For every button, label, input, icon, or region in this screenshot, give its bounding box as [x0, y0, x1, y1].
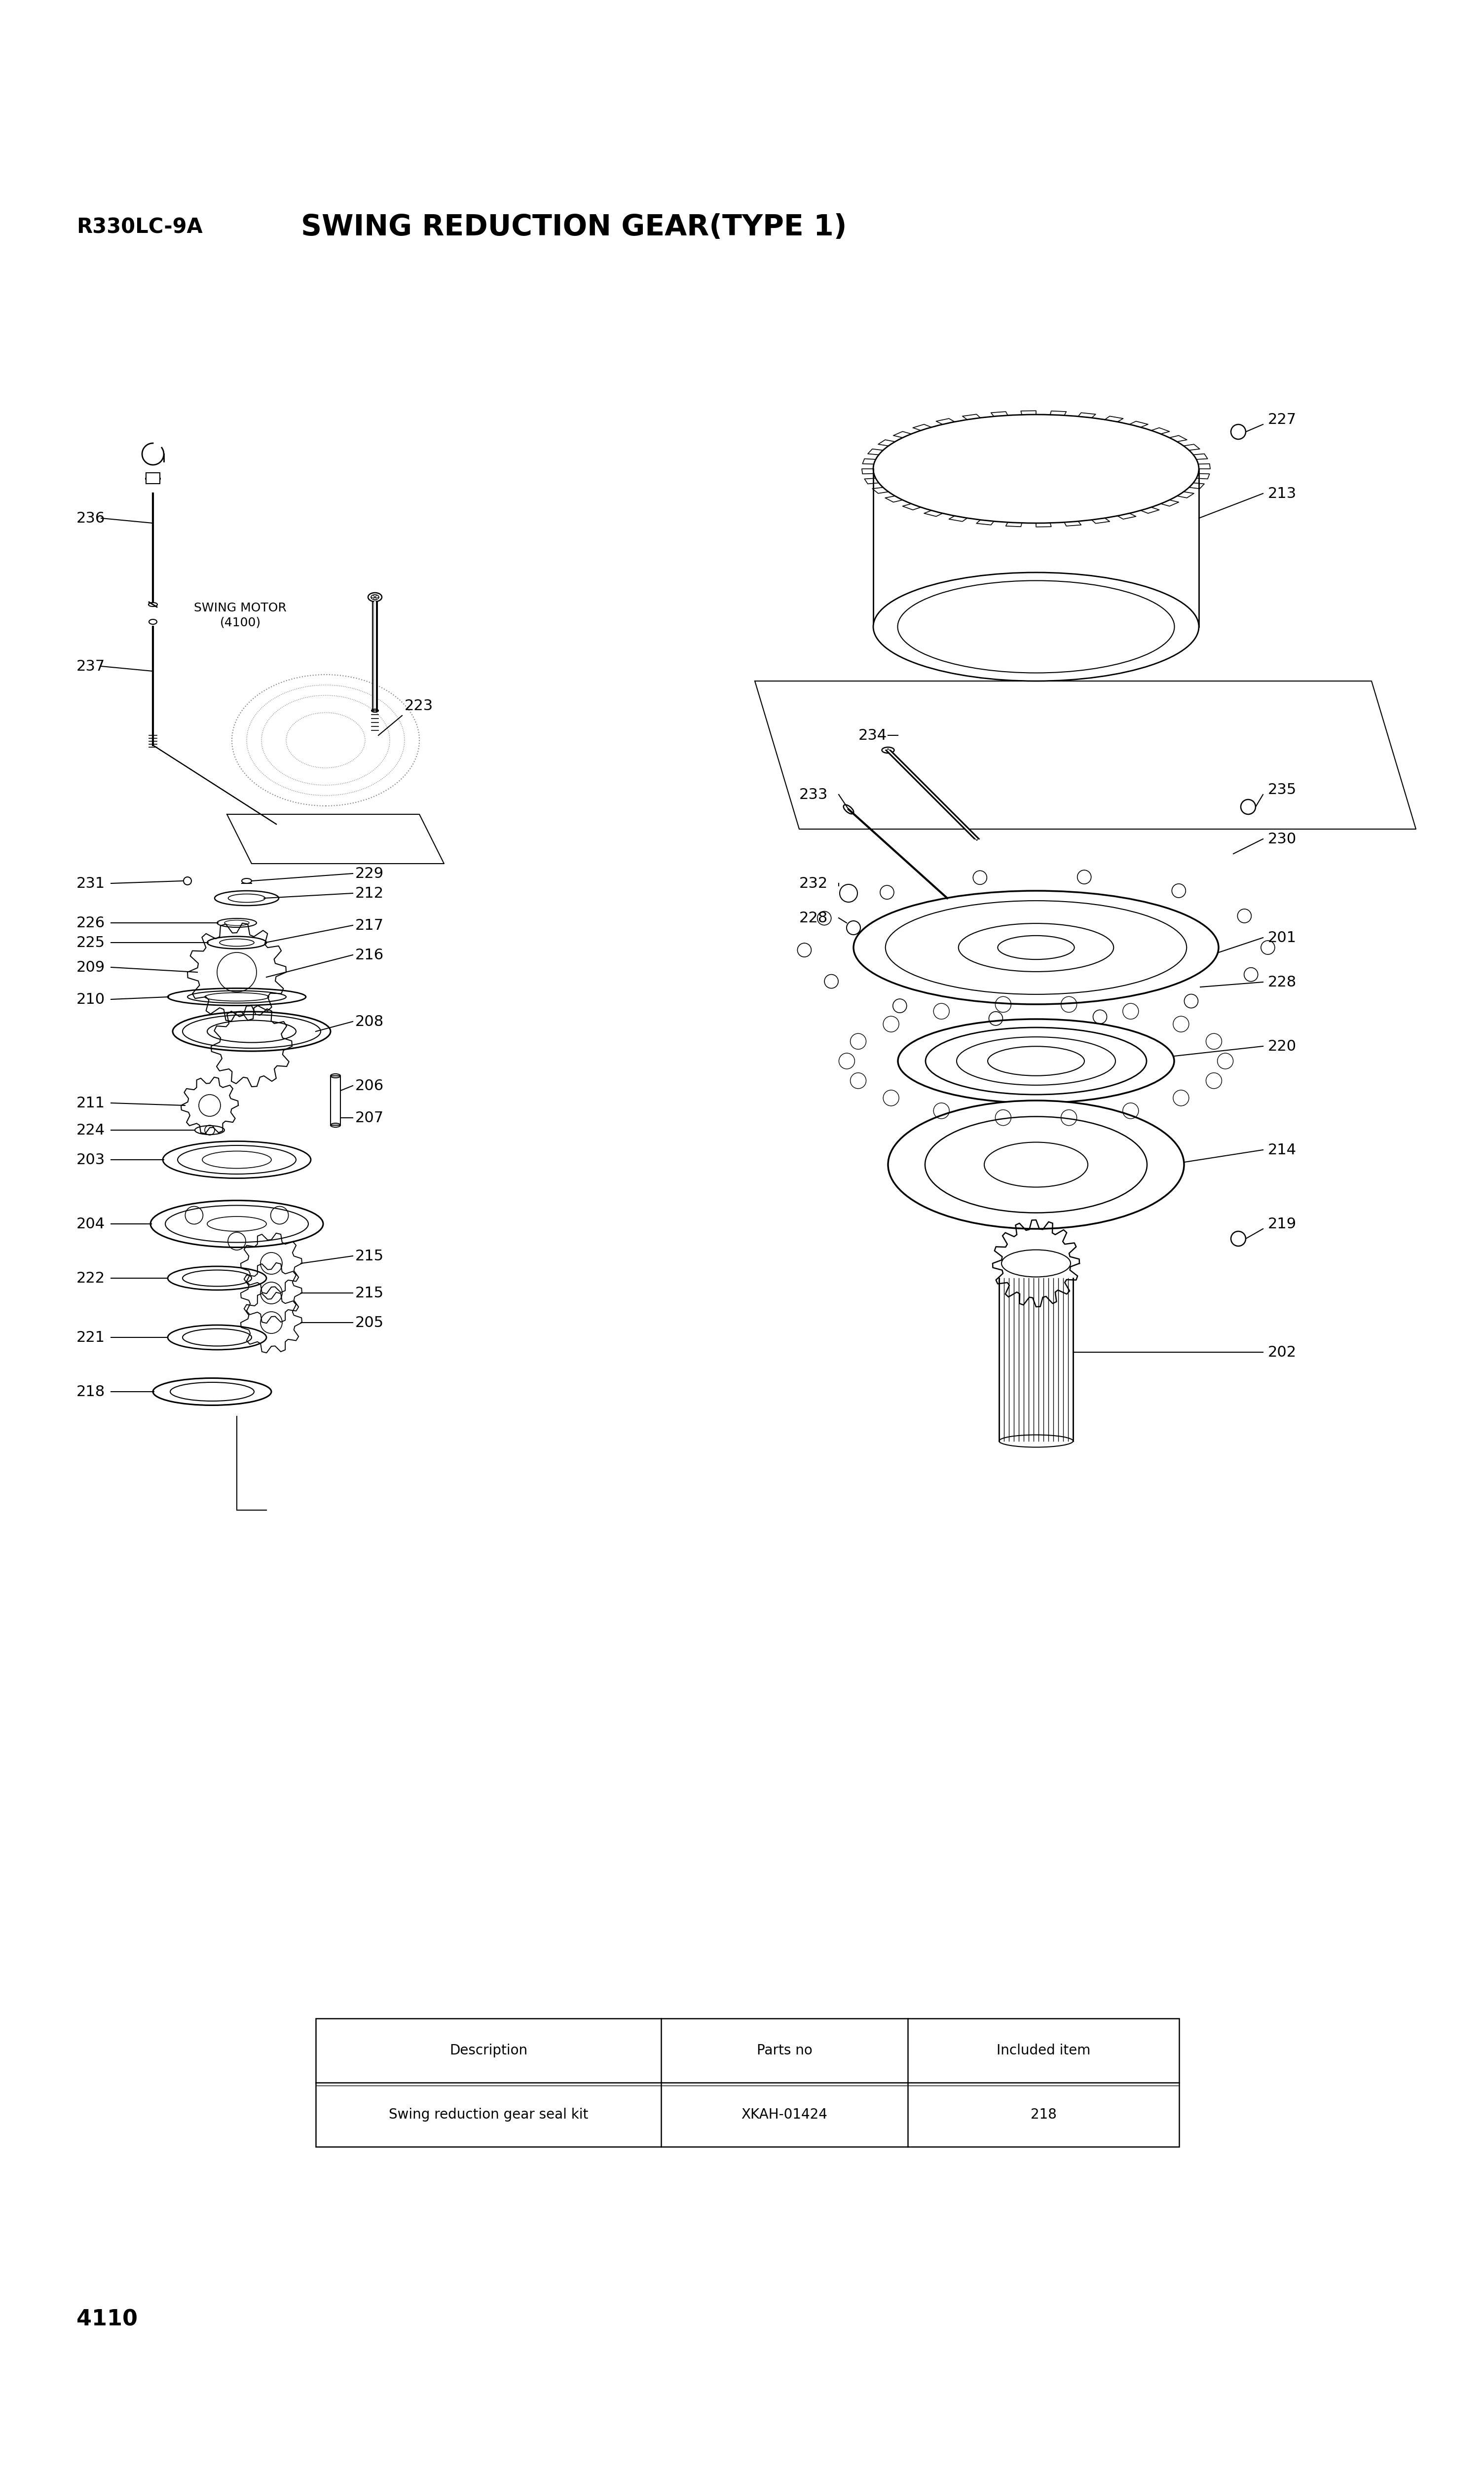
Text: 224: 224 [77, 1123, 105, 1138]
Text: 214: 214 [1267, 1143, 1297, 1158]
Ellipse shape [898, 1020, 1174, 1104]
Text: 219: 219 [1267, 1217, 1297, 1232]
Ellipse shape [887, 1101, 1184, 1230]
Text: Description: Description [450, 2044, 527, 2057]
Text: R330LC-9A: R330LC-9A [77, 217, 203, 237]
Text: 232: 232 [800, 876, 828, 891]
Text: 203: 203 [77, 1153, 105, 1168]
Text: 217: 217 [355, 918, 384, 933]
Text: 226: 226 [77, 916, 105, 931]
Text: 229: 229 [355, 867, 384, 881]
Ellipse shape [172, 1012, 331, 1052]
Ellipse shape [150, 1200, 324, 1247]
Ellipse shape [853, 891, 1218, 1005]
Text: 211: 211 [77, 1096, 105, 1111]
Text: 215: 215 [355, 1249, 384, 1264]
Text: 228: 228 [800, 911, 828, 926]
Text: Parts no: Parts no [757, 2044, 812, 2057]
Text: 212: 212 [355, 886, 384, 901]
Text: 208: 208 [355, 1015, 384, 1030]
Text: 221: 221 [77, 1331, 105, 1346]
Text: 222: 222 [77, 1272, 105, 1286]
Text: 215: 215 [355, 1286, 384, 1301]
Text: 228: 228 [1267, 975, 1297, 990]
Text: 227: 227 [1267, 412, 1297, 427]
Text: 231: 231 [77, 876, 105, 891]
Text: 205: 205 [355, 1316, 384, 1331]
Text: 230: 230 [1267, 832, 1297, 847]
Text: 218: 218 [1030, 2109, 1057, 2121]
Text: 216: 216 [355, 948, 384, 963]
Ellipse shape [873, 573, 1199, 681]
Text: Included item: Included item [996, 2044, 1091, 2057]
Text: 202: 202 [1267, 1346, 1297, 1360]
Text: 233: 233 [800, 788, 828, 802]
Text: 220: 220 [1267, 1039, 1297, 1054]
Circle shape [846, 921, 861, 936]
Bar [316, 2020, 1180, 2146]
Text: 237: 237 [77, 659, 105, 674]
Text: 201: 201 [1267, 931, 1297, 946]
Text: Swing reduction gear seal kit: Swing reduction gear seal kit [389, 2109, 588, 2121]
Bar [331, 1076, 340, 1126]
Text: 235: 235 [1267, 783, 1297, 797]
Text: 225: 225 [77, 936, 105, 951]
Text: SWING REDUCTION GEAR(TYPE 1): SWING REDUCTION GEAR(TYPE 1) [301, 212, 847, 242]
Text: 234: 234 [858, 728, 887, 743]
Text: XKAH-01424: XKAH-01424 [742, 2109, 828, 2121]
Text: 206: 206 [355, 1079, 384, 1094]
Bar [145, 472, 160, 484]
Text: 207: 207 [355, 1111, 384, 1126]
Text: 4110: 4110 [77, 2309, 138, 2331]
Text: 223: 223 [405, 699, 433, 714]
Text: 218: 218 [77, 1385, 105, 1400]
Ellipse shape [873, 415, 1199, 523]
Text: 236: 236 [77, 511, 105, 526]
Text: 210: 210 [77, 993, 105, 1007]
Text: 213: 213 [1267, 486, 1297, 501]
Text: 204: 204 [77, 1217, 105, 1232]
Text: 209: 209 [77, 960, 105, 975]
Ellipse shape [163, 1141, 310, 1178]
Text: SWING MOTOR
(4100): SWING MOTOR (4100) [194, 602, 286, 630]
